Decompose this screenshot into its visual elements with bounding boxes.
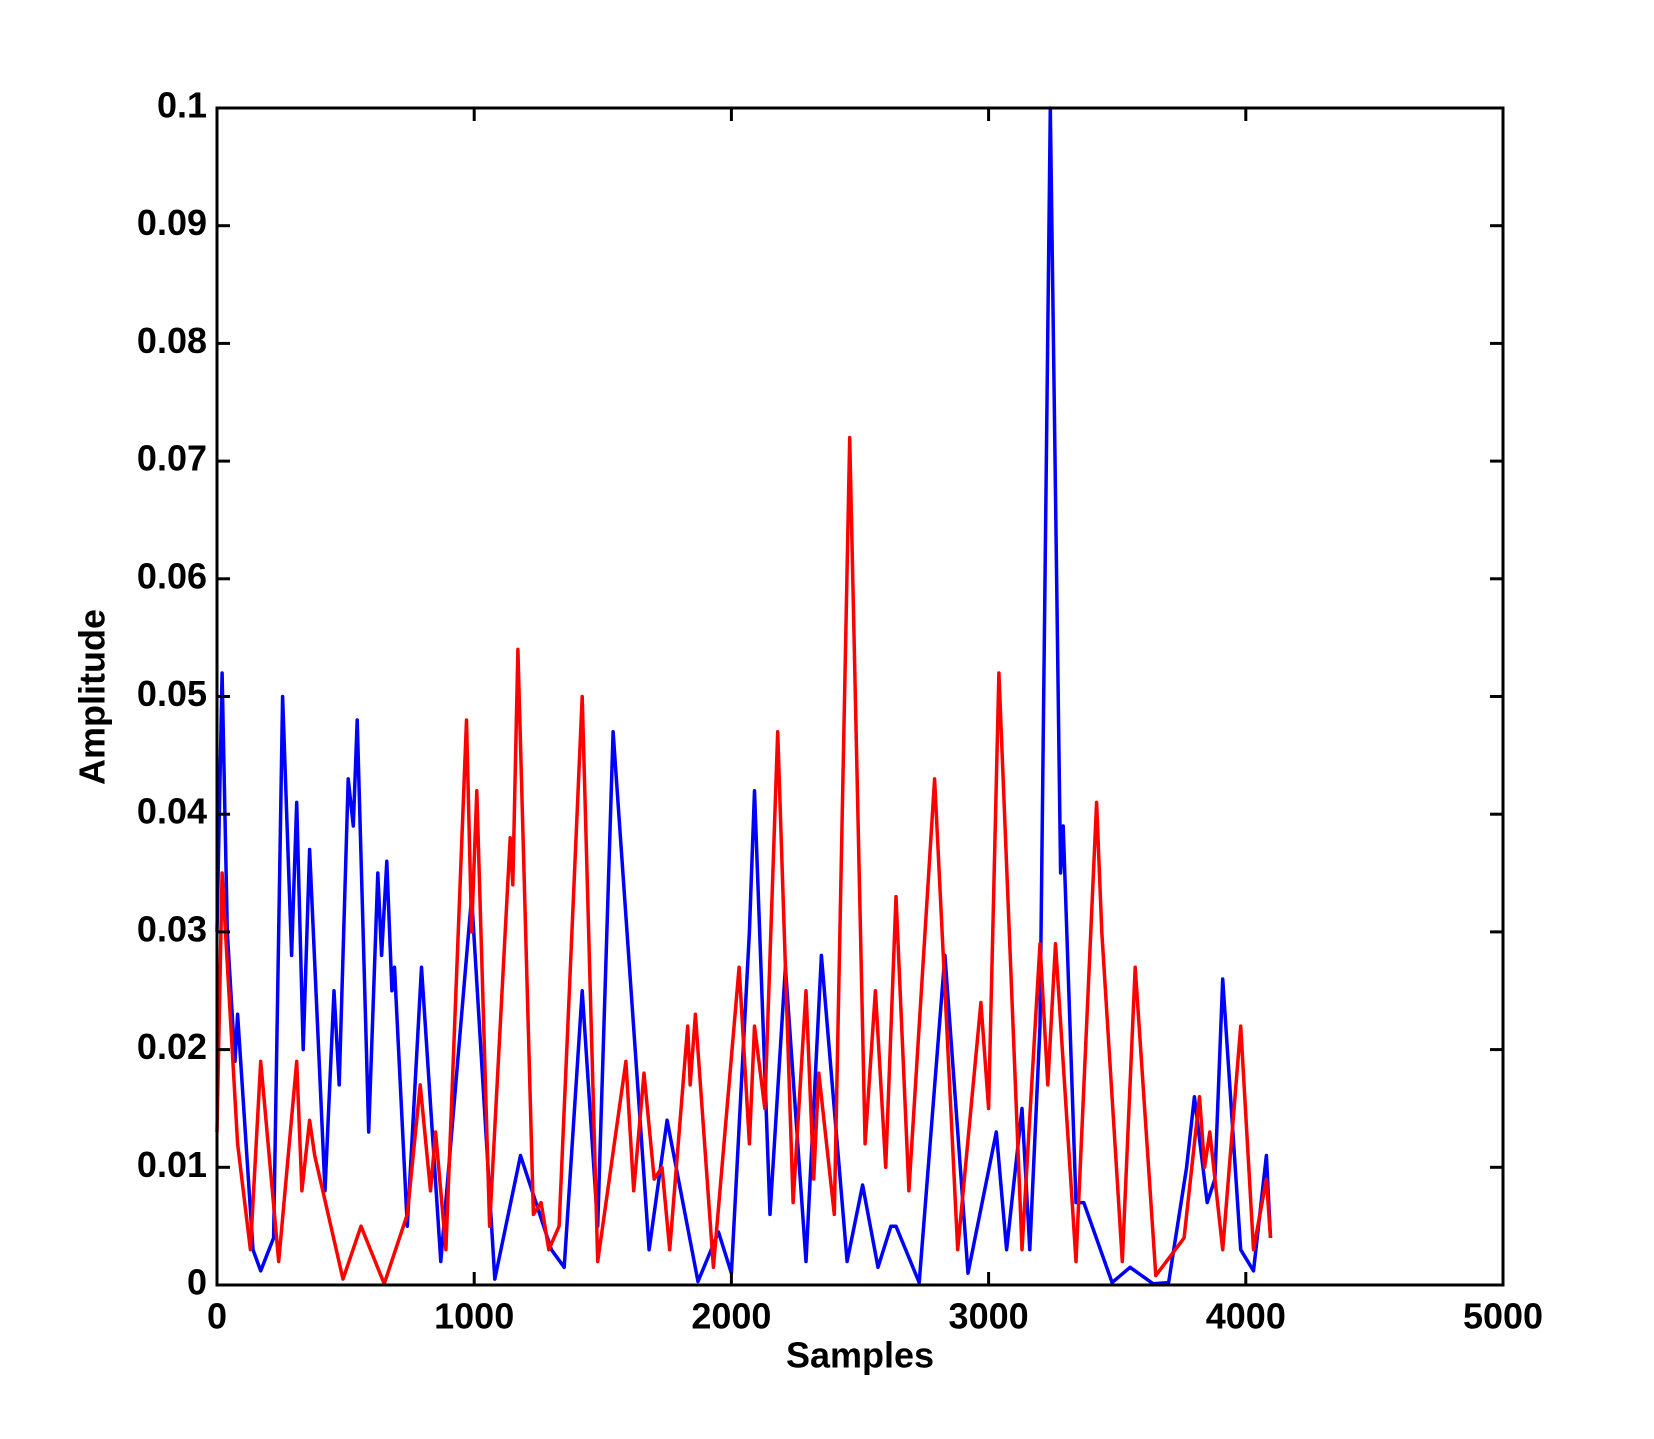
x-tick-label: 3000 bbox=[949, 1296, 1029, 1337]
y-tick-label: 0.07 bbox=[137, 438, 207, 479]
y-tick-label: 0.08 bbox=[137, 320, 207, 361]
x-tick-label: 5000 bbox=[1463, 1296, 1543, 1337]
x-tick-label: 4000 bbox=[1206, 1296, 1286, 1337]
data-line bbox=[215, 106, 1273, 1286]
y-tick-label: 0 bbox=[187, 1262, 207, 1303]
y-tick-label: 0.1 bbox=[157, 85, 207, 126]
y-tick-label: 0.09 bbox=[137, 202, 207, 243]
y-axis-label: Amplitude bbox=[72, 609, 113, 785]
plot-frame bbox=[215, 106, 1505, 1287]
x-tick-label: 2000 bbox=[691, 1296, 771, 1337]
x-tick-label: 1000 bbox=[434, 1296, 514, 1337]
y-tick-label: 0.01 bbox=[137, 1144, 207, 1185]
y-tick-label: 0.02 bbox=[137, 1026, 207, 1067]
x-axis-label: Samples bbox=[786, 1335, 934, 1376]
data-line bbox=[215, 435, 1273, 1286]
y-tick-label: 0.03 bbox=[137, 908, 207, 949]
y-tick-label: 0.06 bbox=[137, 555, 207, 596]
x-tick-label: 0 bbox=[207, 1296, 227, 1337]
y-tick-label: 0.05 bbox=[137, 673, 207, 714]
y-tick-label: 0.04 bbox=[137, 791, 207, 832]
